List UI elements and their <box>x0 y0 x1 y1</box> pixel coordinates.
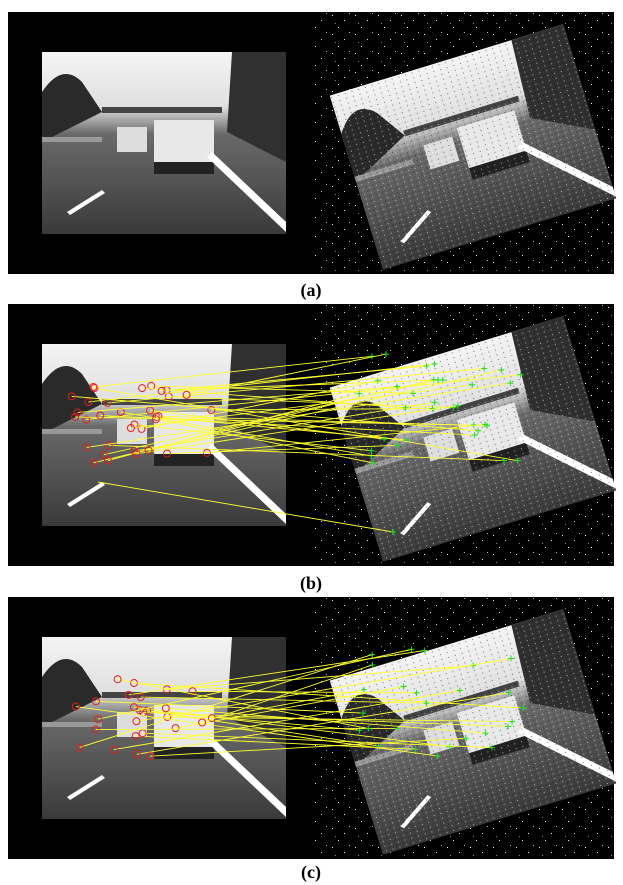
panel-label: (a) <box>301 280 322 301</box>
left-image <box>42 637 286 819</box>
figure: (a) (b) (c) <box>0 0 623 885</box>
panel <box>8 304 616 566</box>
page: (a)(b)(c) (() => { const data = JSON.par… <box>0 0 623 885</box>
left-image <box>42 344 286 526</box>
left-image <box>42 52 286 234</box>
panel <box>8 597 616 859</box>
panel-label: (b) <box>300 573 322 594</box>
panel-label: (c) <box>301 862 321 883</box>
panel <box>8 12 616 274</box>
